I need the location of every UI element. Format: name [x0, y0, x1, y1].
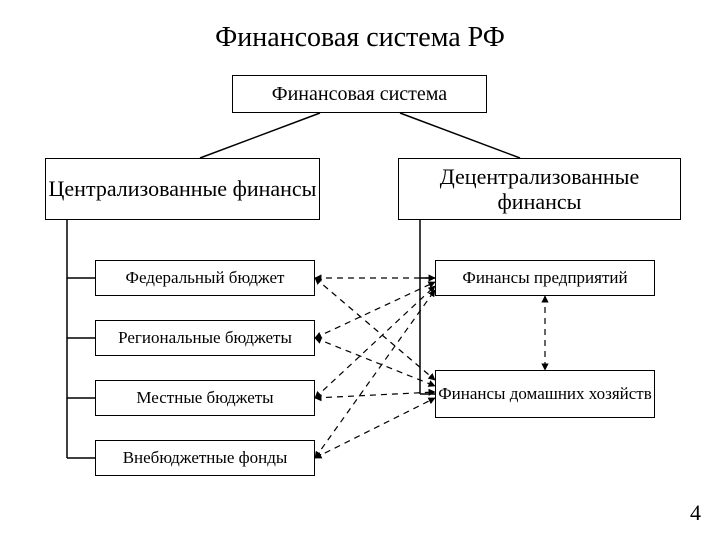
- page-number: 4: [690, 500, 701, 526]
- box-l3: Местные бюджеты: [95, 380, 315, 416]
- box-right: Децентрализованные финансы: [398, 158, 681, 220]
- box-left: Централизованные финансы: [45, 158, 320, 220]
- box-r1: Финансы предприятий: [435, 260, 655, 296]
- box-r2: Финансы домашних хозяйств: [435, 370, 655, 418]
- box-l1: Федеральный бюджет: [95, 260, 315, 296]
- box-l2: Региональные бюджеты: [95, 320, 315, 356]
- box-l4: Внебюджетные фонды: [95, 440, 315, 476]
- box-root: Финансовая система: [232, 75, 487, 113]
